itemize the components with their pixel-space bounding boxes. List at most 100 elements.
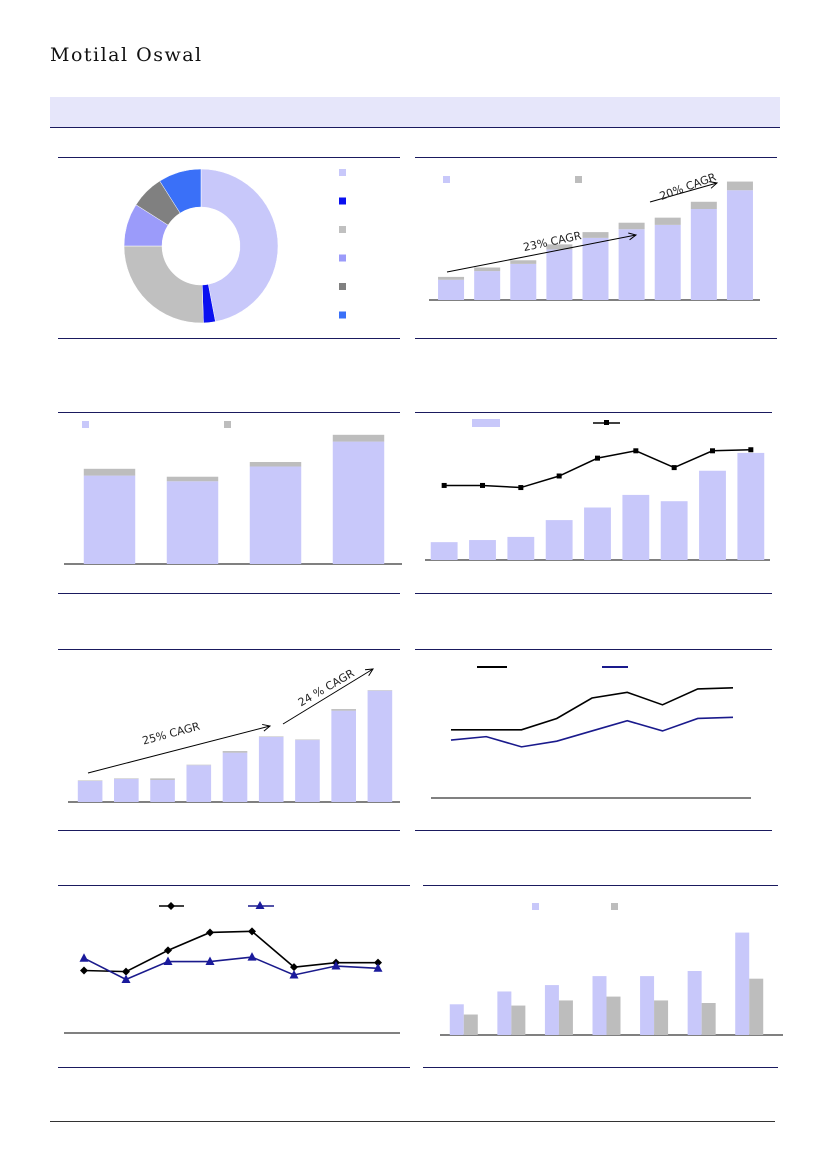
bar-secondary: [558, 1000, 573, 1035]
cagr-arrow-line: [282, 668, 374, 725]
bar-line-chart: [425, 419, 770, 561]
bar-primary: [582, 237, 609, 300]
cagr-arrowhead: [628, 232, 638, 241]
bar-secondary: [367, 690, 393, 691]
line-marker: [441, 482, 447, 488]
bar-secondary: [701, 1003, 716, 1035]
donut-chart: [123, 168, 346, 324]
bar-primary: [687, 971, 702, 1035]
bar-secondary: [222, 751, 248, 753]
stacked-bar-chart: [64, 421, 402, 565]
bar-primary: [367, 690, 393, 802]
legend-swatch: [339, 283, 346, 290]
triangle-marker: [79, 953, 89, 962]
bar-secondary: [166, 476, 219, 482]
diamond-marker: [374, 958, 382, 967]
divider: [415, 649, 772, 650]
diamond-marker: [164, 946, 172, 955]
legend-swatch: [472, 419, 500, 427]
divider: [58, 649, 400, 650]
series-line: [451, 686, 734, 731]
bar-primary: [544, 985, 559, 1035]
divider: [58, 412, 400, 413]
bar-primary: [622, 494, 650, 560]
bar-secondary: [606, 996, 621, 1035]
footer-divider: [50, 1121, 775, 1122]
bar-secondary: [438, 276, 465, 280]
line-marker: [518, 485, 524, 491]
cagr-label: 24 % CAGR: [296, 667, 357, 710]
bar-primary: [654, 224, 681, 300]
grouped-bar-chart: [440, 903, 783, 1036]
bar-primary: [150, 779, 175, 802]
bar-secondary: [474, 267, 501, 272]
line-marker: [480, 482, 485, 488]
line-marker: [633, 448, 639, 454]
bar-primary: [660, 501, 688, 560]
triangle-marker: [247, 952, 257, 961]
bar-primary: [222, 752, 248, 802]
cagr-label: 25% CAGR: [141, 720, 202, 748]
divider: [58, 830, 400, 831]
divider: [415, 593, 772, 594]
diamond-marker: [80, 966, 88, 975]
divider: [58, 338, 400, 339]
bar-secondary: [654, 1000, 669, 1035]
cagr-arrowhead: [364, 668, 374, 676]
legend-swatch: [611, 903, 618, 910]
bar-secondary: [690, 201, 717, 209]
cagr-arrow-line: [649, 182, 718, 203]
divider: [58, 885, 410, 886]
bar-primary: [690, 209, 717, 300]
bar-primary: [618, 229, 645, 300]
bar-primary: [592, 976, 607, 1035]
bar-primary: [438, 279, 465, 300]
bar-primary: [726, 190, 753, 300]
donut-slice: [123, 245, 204, 324]
bar-primary: [166, 481, 219, 564]
section-header-band: [50, 97, 780, 128]
bar-primary: [77, 781, 103, 802]
legend-swatch: [339, 311, 346, 319]
bar-primary: [510, 263, 537, 300]
bar-primary: [545, 520, 573, 560]
bar-primary: [640, 976, 655, 1035]
bar-secondary: [258, 736, 284, 737]
divider: [58, 593, 400, 594]
legend-swatch: [339, 169, 346, 176]
legend-marker: [167, 902, 175, 910]
line-marker: [556, 473, 562, 479]
line-marker: [671, 465, 677, 471]
bar-primary: [114, 778, 139, 802]
two-line-chart: [431, 666, 751, 799]
legend-swatch: [82, 421, 89, 428]
bar-primary: [332, 441, 385, 564]
triangle-marker: [289, 969, 299, 979]
donut-slice: [200, 168, 279, 322]
bar-primary: [295, 740, 320, 802]
diamond-marker: [122, 967, 130, 976]
bar-secondary: [77, 780, 103, 781]
divider: [58, 1067, 410, 1068]
triangle-marker: [121, 974, 131, 983]
cagr-arrowhead: [709, 181, 719, 189]
donut-slice: [159, 168, 202, 214]
legend-swatch: [443, 176, 450, 183]
triangle-marker: [163, 956, 173, 966]
bar-secondary: [150, 778, 175, 780]
brand-logo: Motilal Oswal: [50, 44, 203, 66]
diamond-marker: [290, 963, 298, 972]
bar-secondary: [332, 434, 385, 442]
bar-primary: [497, 991, 512, 1035]
triangle-marker: [331, 961, 341, 970]
divider: [423, 1067, 778, 1068]
bar-secondary: [186, 764, 212, 766]
bar-primary: [469, 540, 496, 560]
bar-primary: [186, 765, 212, 802]
bar-primary: [735, 932, 750, 1035]
line-marker: [710, 448, 715, 454]
series-line: [83, 956, 379, 981]
triangle-marker: [205, 956, 215, 966]
bar-secondary: [582, 232, 609, 238]
bar-primary: [507, 536, 535, 560]
